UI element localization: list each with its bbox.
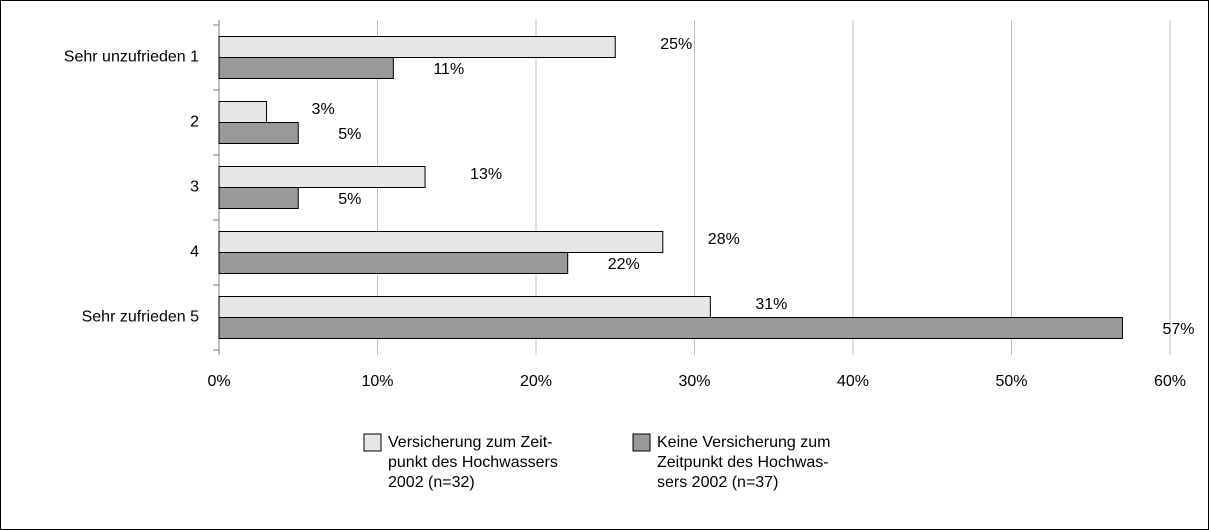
x-tick-label: 30% — [678, 373, 710, 390]
x-tick-label: 10% — [361, 373, 393, 390]
y-tick-label: 4 — [190, 244, 199, 261]
legend-label: Versicherung zum Zeit-punkt des Hochwass… — [388, 434, 558, 491]
value-label: 28% — [708, 231, 740, 248]
legend-swatch — [632, 433, 651, 452]
value-label: 22% — [608, 256, 640, 273]
y-tick-label: Sehr unzufrieden 1 — [64, 49, 199, 66]
bar — [218, 296, 711, 318]
value-label: 31% — [755, 296, 787, 313]
bar — [218, 122, 299, 144]
bar — [218, 166, 426, 188]
value-label: 25% — [660, 36, 692, 53]
value-label: 11% — [433, 61, 464, 78]
bar — [218, 187, 299, 209]
x-tick-label: 60% — [1154, 373, 1186, 390]
legend-swatch — [363, 433, 382, 452]
legend-label: Keine Versicherung zum Zeitpunkt des Hoch… — [657, 434, 830, 491]
x-tick-label: 50% — [995, 373, 1027, 390]
bar — [218, 36, 616, 58]
y-tick-label: 2 — [190, 114, 199, 131]
x-tick-label: 0% — [207, 373, 230, 390]
x-tick-label: 40% — [837, 373, 869, 390]
value-label: 57% — [1162, 321, 1194, 338]
value-label: 13% — [470, 166, 502, 183]
value-label: 5% — [338, 126, 361, 143]
bar — [218, 231, 664, 253]
value-label: 5% — [338, 191, 361, 208]
bar — [218, 101, 268, 123]
x-tick-label: 20% — [520, 373, 552, 390]
bar — [218, 57, 394, 79]
y-tick-label: Sehr zufrieden 5 — [82, 309, 200, 326]
bar — [218, 317, 1123, 339]
y-tick-label: 3 — [190, 179, 199, 196]
bar — [218, 252, 569, 274]
value-label: 3% — [312, 101, 335, 118]
